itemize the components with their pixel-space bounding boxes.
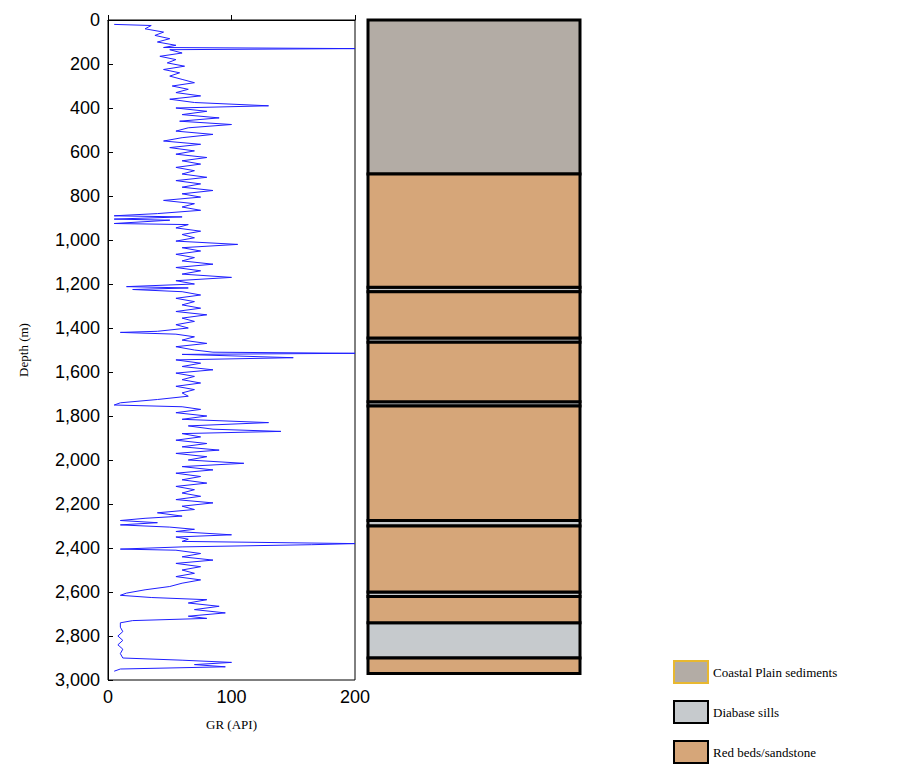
svg-text:0: 0 — [90, 10, 100, 30]
svg-text:3,000: 3,000 — [55, 670, 100, 690]
svg-text:1,200: 1,200 — [55, 274, 100, 294]
svg-text:2,600: 2,600 — [55, 582, 100, 602]
svg-text:1,600: 1,600 — [55, 362, 100, 382]
svg-text:GR (API): GR (API) — [206, 717, 257, 732]
svg-text:Coastal Plain sediments: Coastal Plain sediments — [713, 665, 837, 680]
svg-text:Red beds/sandstone: Red beds/sandstone — [713, 745, 816, 760]
svg-text:100: 100 — [216, 687, 246, 707]
svg-text:2,200: 2,200 — [55, 494, 100, 514]
svg-text:1,400: 1,400 — [55, 318, 100, 338]
svg-text:2,800: 2,800 — [55, 626, 100, 646]
svg-text:0: 0 — [103, 687, 113, 707]
svg-text:1,000: 1,000 — [55, 230, 100, 250]
svg-text:200: 200 — [340, 687, 370, 707]
svg-text:800: 800 — [70, 186, 100, 206]
svg-text:2,000: 2,000 — [55, 450, 100, 470]
svg-text:Depth (m): Depth (m) — [16, 323, 31, 377]
svg-text:1,800: 1,800 — [55, 406, 100, 426]
svg-text:2,400: 2,400 — [55, 538, 100, 558]
svg-text:200: 200 — [70, 54, 100, 74]
svg-text:600: 600 — [70, 142, 100, 162]
svg-text:Diabase sills: Diabase sills — [713, 705, 779, 720]
svg-text:400: 400 — [70, 98, 100, 118]
